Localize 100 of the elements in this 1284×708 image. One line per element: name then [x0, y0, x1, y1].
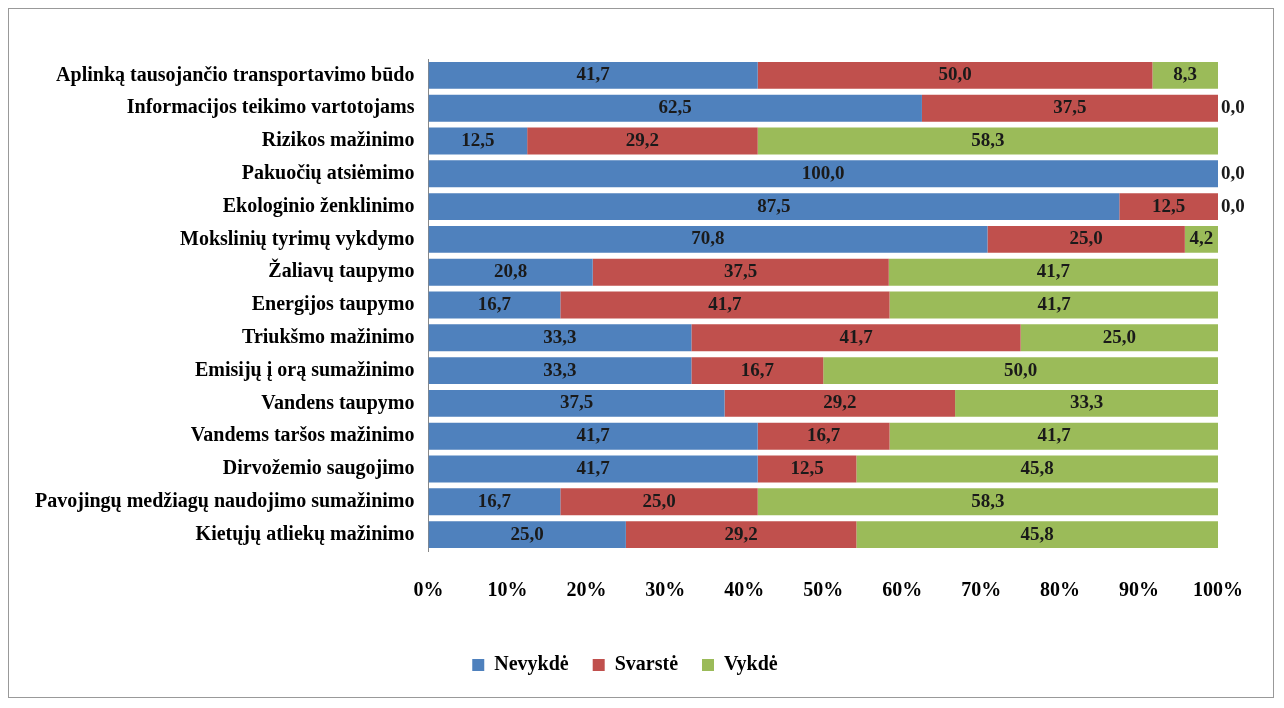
data-label: 4,2 — [1189, 227, 1214, 249]
legend-label: Nevykdė — [494, 652, 569, 676]
data-label: 12,5 — [790, 456, 824, 478]
bar — [428, 389, 725, 417]
data-label: 25,0 — [642, 489, 676, 511]
data-label: 50,0 — [1004, 358, 1038, 380]
data-label: 50,0 — [938, 63, 972, 85]
bar — [889, 422, 1218, 450]
data-label: 33,3 — [1069, 391, 1104, 413]
bar — [888, 258, 1218, 286]
data-label: 33,3 — [543, 358, 577, 380]
x-tick-label: 80% — [1040, 578, 1081, 601]
data-label: 16,7 — [477, 292, 512, 314]
y-tick-label: Triukšmo mažinimo — [242, 324, 415, 347]
bar — [691, 324, 1021, 352]
data-label: 41,7 — [708, 292, 743, 314]
data-label: 41,7 — [1037, 424, 1072, 446]
bar — [428, 160, 1218, 188]
x-tick-label: 10% — [487, 578, 528, 601]
data-label: 37,5 — [559, 391, 594, 413]
bar — [428, 357, 692, 385]
data-label: 37,5 — [724, 260, 758, 282]
data-label: 45,8 — [1020, 522, 1054, 544]
data-label: 62,5 — [658, 96, 692, 118]
bar — [428, 94, 922, 122]
bar — [428, 258, 593, 286]
bar — [527, 127, 758, 155]
bar — [1020, 324, 1218, 352]
y-tick-label: Energijos taupymo — [251, 292, 415, 316]
x-tick-label: 50% — [803, 578, 844, 601]
bar — [987, 225, 1185, 253]
y-tick-label: Pavojingų medžiagų naudojimo sumažinimo — [35, 488, 415, 512]
bar — [889, 291, 1218, 319]
x-tick-label: 0% — [413, 578, 444, 601]
bar — [428, 455, 758, 483]
y-tick-label: Vandens taupymo — [261, 390, 415, 414]
bar — [428, 225, 988, 253]
data-label: 16,7 — [477, 489, 512, 511]
y-tick-label: Žaliavų taupymo — [268, 258, 415, 283]
bar — [1119, 193, 1218, 221]
bar — [560, 291, 890, 319]
y-tick-label: Mokslinių tyrimų vykdymo — [180, 226, 415, 250]
bar — [428, 521, 626, 549]
bar — [428, 422, 758, 450]
x-tick-label: 40% — [724, 578, 765, 601]
bar — [691, 357, 824, 385]
bar — [757, 488, 1218, 516]
bar — [955, 389, 1218, 417]
x-tick-label: 30% — [645, 578, 686, 601]
bar — [428, 291, 561, 319]
data-label: 25,0 — [1069, 227, 1103, 249]
x-tick-label: 90% — [1119, 578, 1160, 601]
data-label: 33,3 — [543, 325, 577, 347]
y-tick-label: Kietųjų atliekų mažinimo — [195, 521, 415, 545]
data-label: 41,7 — [839, 325, 874, 347]
x-tick-label: 20% — [566, 578, 607, 601]
y-tick-label: Aplinką tausojančio transportavimo būdo — [56, 62, 415, 86]
bar — [625, 521, 857, 549]
bar — [921, 94, 1218, 122]
data-label: 16,7 — [740, 358, 775, 380]
data-label: 29,2 — [724, 522, 758, 544]
bar — [724, 389, 956, 417]
data-label: 41,7 — [576, 424, 611, 446]
bar — [428, 193, 1120, 221]
data-label: 41,7 — [1037, 292, 1072, 314]
data-label: 58,3 — [971, 489, 1005, 511]
data-label: 12,5 — [461, 128, 495, 150]
data-label: 70,8 — [691, 227, 725, 249]
data-label: 0,0 — [1221, 96, 1245, 118]
x-tick-label: 70% — [961, 578, 1002, 601]
bar — [592, 258, 889, 286]
data-label: 25,0 — [1102, 325, 1136, 347]
data-label: 29,2 — [625, 128, 660, 150]
bar — [428, 324, 692, 352]
bar — [428, 61, 758, 89]
bar — [1152, 61, 1218, 89]
legend-label: Vykdė — [724, 652, 778, 676]
data-label: 12,5 — [1152, 194, 1186, 216]
data-label: 41,7 — [576, 456, 611, 478]
y-tick-label: Pakuočių atsiėmimo — [241, 160, 415, 184]
data-label: 87,5 — [757, 194, 791, 216]
bar — [428, 488, 561, 516]
y-tick-label: Dirvožemio saugojimo — [222, 456, 415, 480]
data-label: 25,0 — [510, 522, 544, 544]
data-label: 20,8 — [493, 260, 528, 282]
data-label: 0,0 — [1221, 194, 1245, 216]
x-tick-label: 60% — [882, 578, 923, 601]
x-tick-label: 100% — [1193, 578, 1243, 601]
bar — [856, 521, 1218, 549]
data-label: 100,0 — [801, 161, 845, 183]
data-label: 41,7 — [1036, 260, 1071, 282]
bar — [757, 422, 890, 450]
y-tick-label: Ekologinio ženklinimo — [222, 193, 415, 217]
data-label: 37,5 — [1053, 96, 1087, 118]
y-tick-label: Rizikos mažinimo — [261, 128, 415, 151]
data-label: 8,3 — [1173, 63, 1198, 85]
data-label: 58,3 — [971, 128, 1005, 150]
y-tick-label: Vandems taršos mažinimo — [190, 423, 415, 446]
data-label: 45,8 — [1020, 456, 1054, 478]
bar — [757, 61, 1153, 89]
